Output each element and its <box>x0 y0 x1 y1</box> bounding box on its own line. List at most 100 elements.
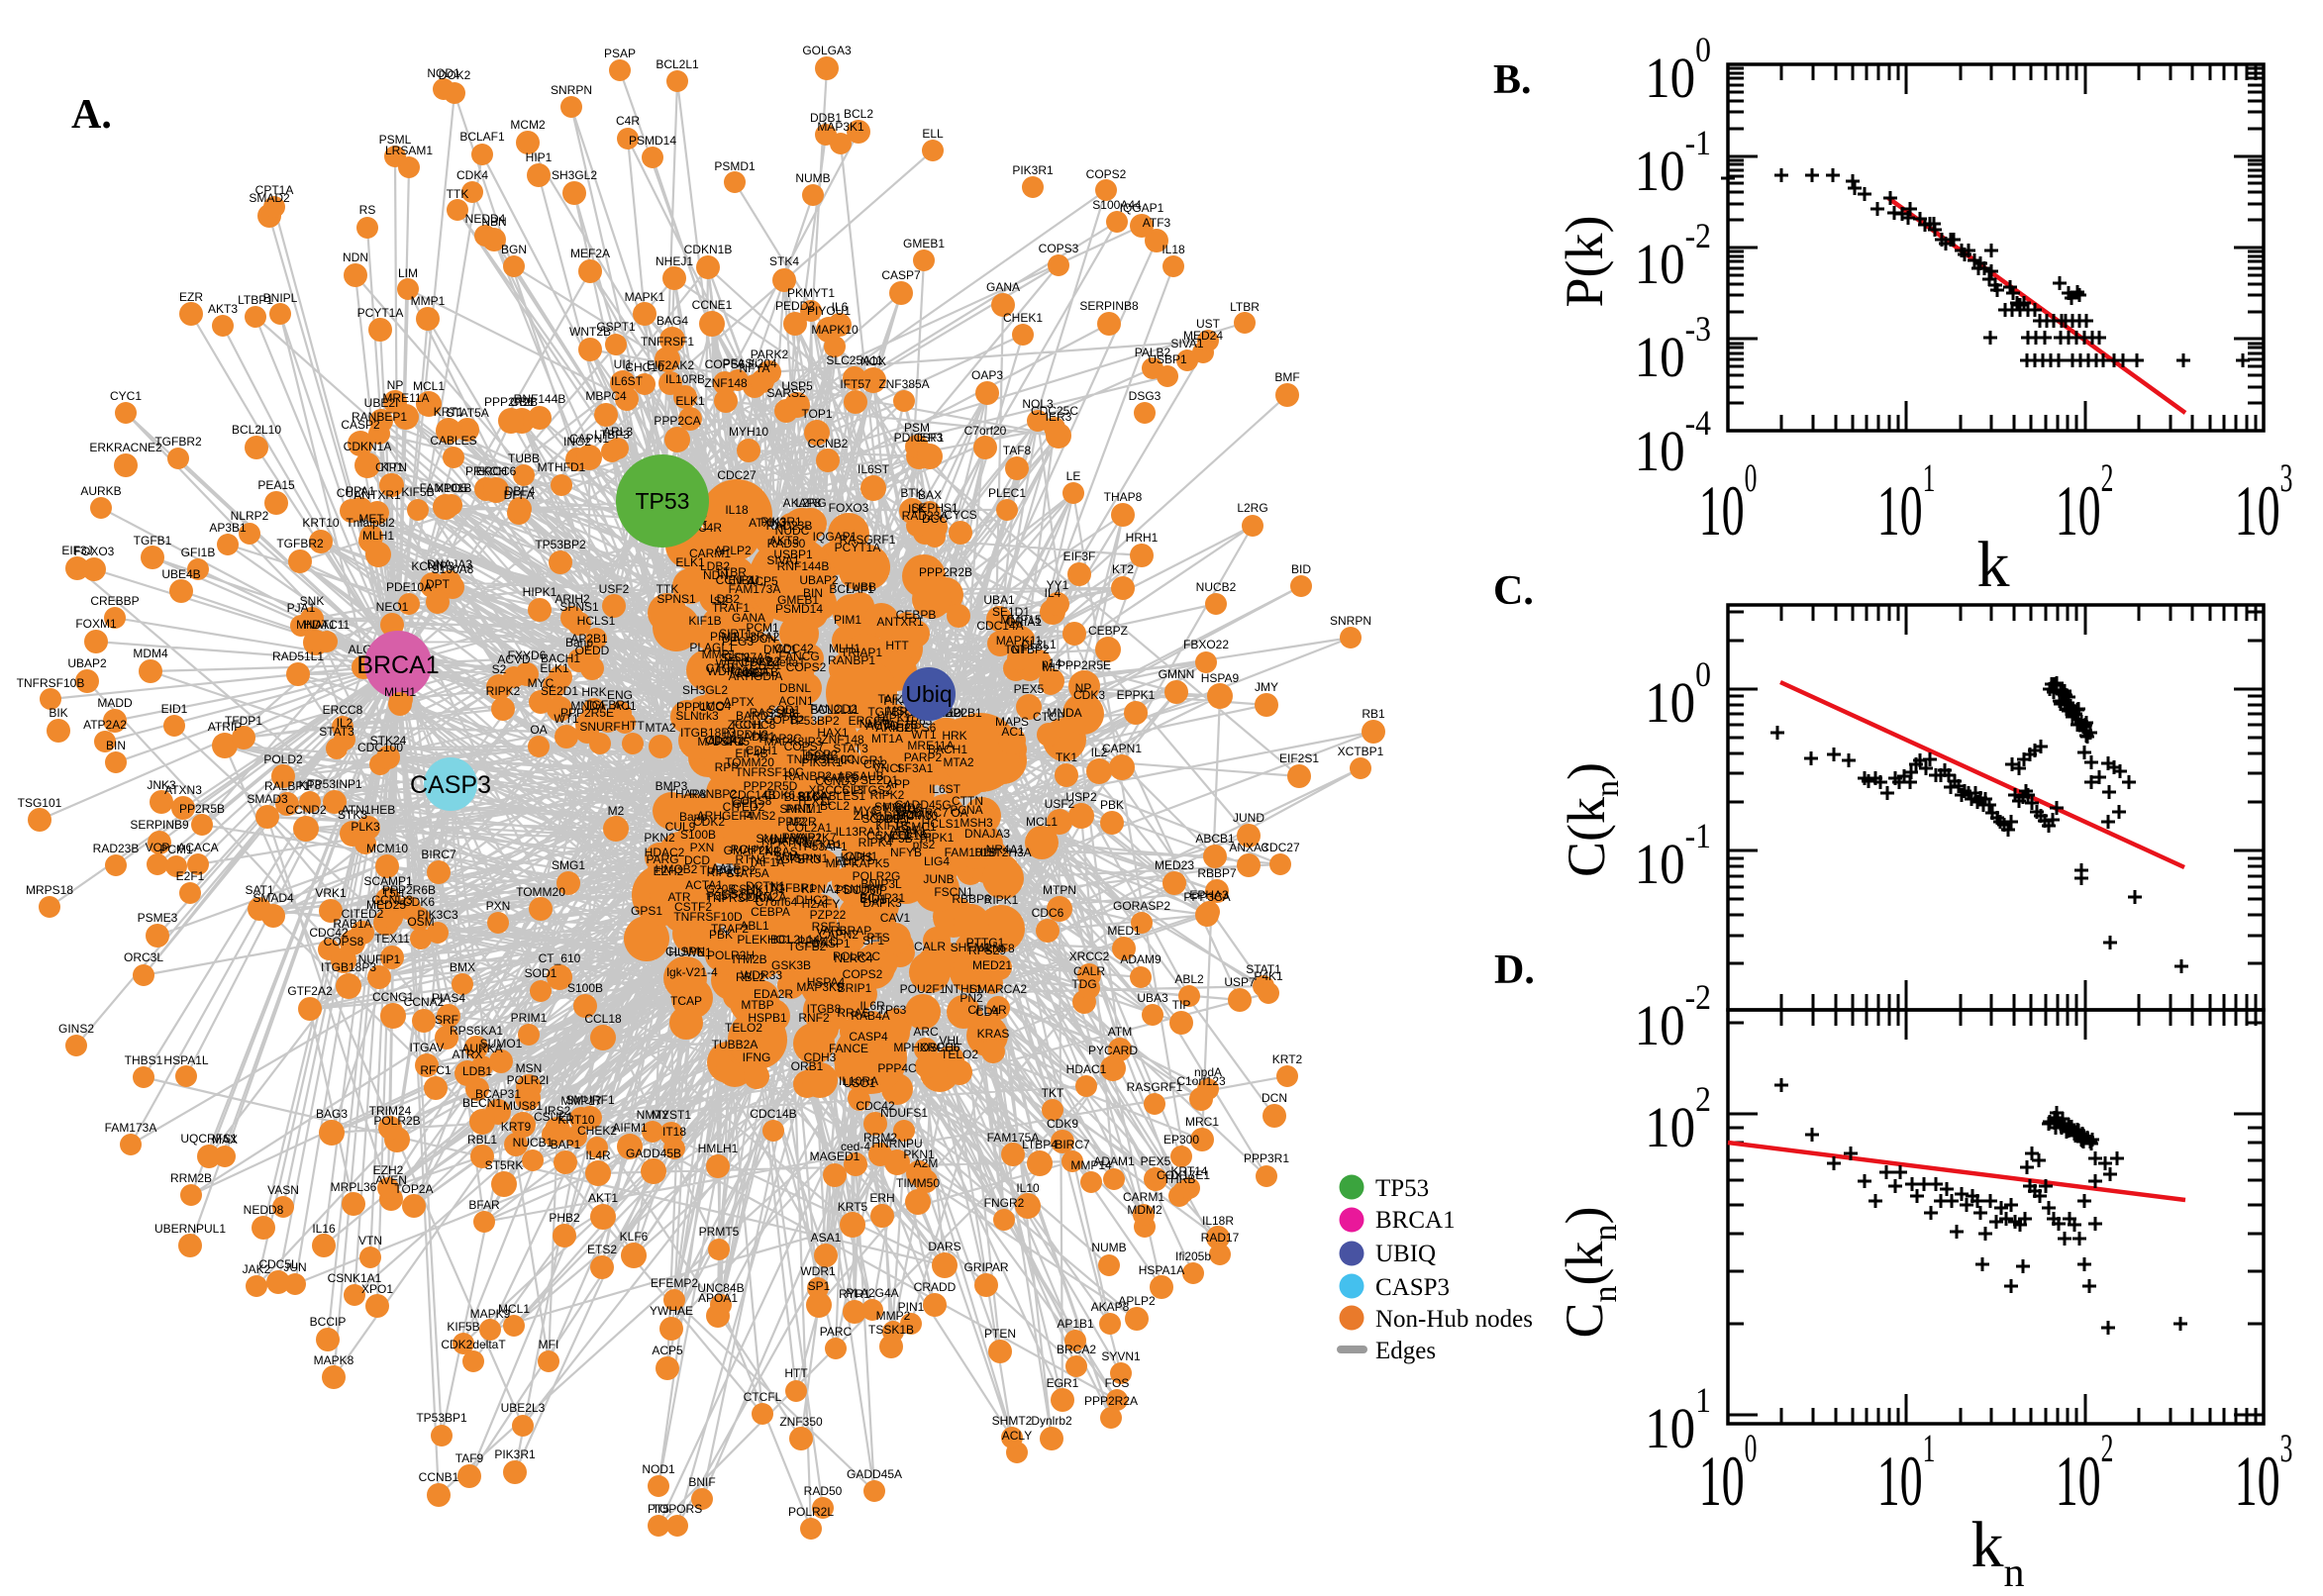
svg-text:TUBB2A: TUBB2A <box>712 1038 758 1051</box>
svg-text:MFI: MFI <box>539 1338 559 1351</box>
svg-text:TOP2A: TOP2A <box>394 1182 433 1196</box>
svg-text:SH3GL2: SH3GL2 <box>682 683 728 697</box>
svg-text:Ifi204: Ifi204 <box>748 356 777 370</box>
svg-text:CAPN2: CAPN2 <box>819 928 858 942</box>
svg-text:IL18: IL18 <box>725 503 749 517</box>
svg-text:MRPL36: MRPL36 <box>331 1180 377 1194</box>
svg-text:SNK: SNK <box>300 594 325 608</box>
svg-text:TSSK1B: TSSK1B <box>868 1323 914 1337</box>
svg-text:OA: OA <box>530 723 547 737</box>
svg-text:PPP2R: PPP2R <box>777 815 817 829</box>
svg-text:CFLAR: CFLAR <box>967 1003 1007 1017</box>
svg-text:PIYOU1: PIYOU1 <box>807 304 851 318</box>
svg-text:BTK: BTK <box>900 486 923 500</box>
svg-text:MTHFD1: MTHFD1 <box>538 460 586 474</box>
svg-text:RIPK4: RIPK4 <box>858 836 893 849</box>
svg-text:PRMT5: PRMT5 <box>699 1225 740 1239</box>
svg-text:RASSF3: RASSF3 <box>750 706 796 720</box>
svg-text:IER3: IER3 <box>917 431 944 445</box>
svg-text:Ifi205b: Ifi205b <box>1175 1249 1211 1263</box>
svg-text:DPT: DPT <box>426 577 451 591</box>
svg-text:NMT1: NMT1 <box>859 717 892 731</box>
svg-text:PJA1: PJA1 <box>287 601 316 615</box>
svg-text:RNF144B: RNF144B <box>777 559 830 573</box>
svg-text:BRCA2: BRCA2 <box>1057 1343 1096 1356</box>
svg-text:WT1: WT1 <box>911 728 937 742</box>
svg-text:P3AIP1: P3AIP1 <box>782 831 823 845</box>
svg-text:APOA1: APOA1 <box>698 1291 738 1305</box>
svg-text:KRT9: KRT9 <box>501 1120 532 1134</box>
svg-text:MAPK1: MAPK1 <box>625 290 665 304</box>
svg-text:MSH3: MSH3 <box>960 816 993 830</box>
svg-text:XRCC6: XRCC6 <box>920 1041 960 1054</box>
svg-text:TRIM24: TRIM24 <box>369 1104 412 1118</box>
svg-text:BIRC7: BIRC7 <box>421 848 456 861</box>
svg-text:RCHY1: RCHY1 <box>731 843 771 856</box>
svg-text:ORC3L: ORC3L <box>124 950 163 964</box>
svg-text:AURKB: AURKB <box>80 484 121 498</box>
svg-text:USP15: USP15 <box>712 735 750 748</box>
svg-text:AIFM1: AIFM1 <box>612 1121 648 1135</box>
svg-text:RASGRF1: RASGRF1 <box>1127 1080 1183 1094</box>
svg-text:BCCIP: BCCIP <box>310 1315 347 1329</box>
svg-text:EIF3J: EIF3J <box>61 544 92 557</box>
svg-text:UNC84B: UNC84B <box>697 1281 744 1295</box>
svg-text:SCAMP1: SCAMP1 <box>861 812 911 826</box>
svg-text:BAX: BAX <box>918 488 942 502</box>
svg-text:COPS2: COPS2 <box>843 967 883 981</box>
svg-text:AATF: AATF <box>711 861 741 875</box>
svg-text:USP5: USP5 <box>781 379 813 393</box>
svg-text:NEDD8: NEDD8 <box>244 1203 284 1217</box>
svg-text:CCNG1: CCNG1 <box>372 990 414 1004</box>
svg-text:LIM: LIM <box>398 266 418 280</box>
svg-text:k: k <box>1977 529 2010 601</box>
svg-text:UQCRFS1: UQCRFS1 <box>180 1132 238 1146</box>
svg-text:FAM101B: FAM101B <box>945 846 997 859</box>
svg-text:HTT: HTT <box>621 719 645 733</box>
svg-text:ZNF385A: ZNF385A <box>878 377 929 391</box>
svg-text:ATXN3: ATXN3 <box>164 783 202 797</box>
svg-text:IT18: IT18 <box>662 1125 686 1139</box>
svg-text:STK24: STK24 <box>370 734 407 748</box>
svg-text:CDC14A: CDC14A <box>976 619 1023 633</box>
svg-text:ATXN3: ATXN3 <box>749 516 786 530</box>
svg-text:IL6R: IL6R <box>859 999 885 1013</box>
svg-text:ETS2: ETS2 <box>587 1243 617 1256</box>
svg-text:CR2: CR2 <box>863 757 887 771</box>
svg-text:NUMB: NUMB <box>1091 1241 1126 1254</box>
svg-text:XRCC2: XRCC2 <box>1069 949 1110 963</box>
svg-text:LTBP1: LTBP1 <box>238 293 273 307</box>
svg-text:JUN: JUN <box>283 1260 306 1274</box>
svg-text:ZNF148: ZNF148 <box>821 733 864 747</box>
svg-text:npdA: npdA <box>1194 1065 1222 1079</box>
svg-text:NUDC: NUDC <box>775 524 810 538</box>
svg-text:GADD45A: GADD45A <box>847 1467 902 1481</box>
svg-text:KARS: KARS <box>841 850 873 864</box>
svg-text:UI1: UI1 <box>614 357 633 371</box>
svg-text:PMS2: PMS2 <box>744 809 776 823</box>
svg-text:SPIN1: SPIN1 <box>794 851 829 865</box>
svg-text:DBNL: DBNL <box>779 681 811 695</box>
svg-text:PPA1: PPA1 <box>346 484 375 498</box>
svg-text:MEF2A: MEF2A <box>570 247 610 260</box>
svg-text:ACIN1: ACIN1 <box>778 694 814 708</box>
svg-text:SH6: SH6 <box>775 707 799 721</box>
svg-text:LRSAM1: LRSAM1 <box>385 144 433 157</box>
svg-text:TIP: TIP <box>1172 998 1191 1012</box>
svg-text:MUS81: MUS81 <box>503 1099 543 1113</box>
svg-text:SEPHS1: SEPHS1 <box>911 501 959 515</box>
svg-text:ERCC8: ERCC8 <box>323 703 363 717</box>
svg-text:AP5AUB: AP5AUB <box>837 769 883 783</box>
svg-text:CD53: CD53 <box>876 812 907 826</box>
svg-text:NP: NP <box>1075 681 1092 695</box>
svg-text:NLRP2: NLRP2 <box>231 509 269 523</box>
svg-text:Tnfaip8l2: Tnfaip8l2 <box>346 516 395 530</box>
svg-text:ZNF350: ZNF350 <box>779 1415 823 1429</box>
svg-text:FOXO3: FOXO3 <box>74 545 115 558</box>
svg-text:USP2: USP2 <box>1065 790 1097 804</box>
svg-text:THRB: THRB <box>1163 1172 1196 1186</box>
svg-text:ELK1: ELK1 <box>675 555 705 569</box>
svg-text:BIN: BIN <box>803 586 823 600</box>
svg-text:PIAS4: PIAS4 <box>432 991 465 1005</box>
svg-text:Non-Hub nodes: Non-Hub nodes <box>1375 1306 1533 1333</box>
